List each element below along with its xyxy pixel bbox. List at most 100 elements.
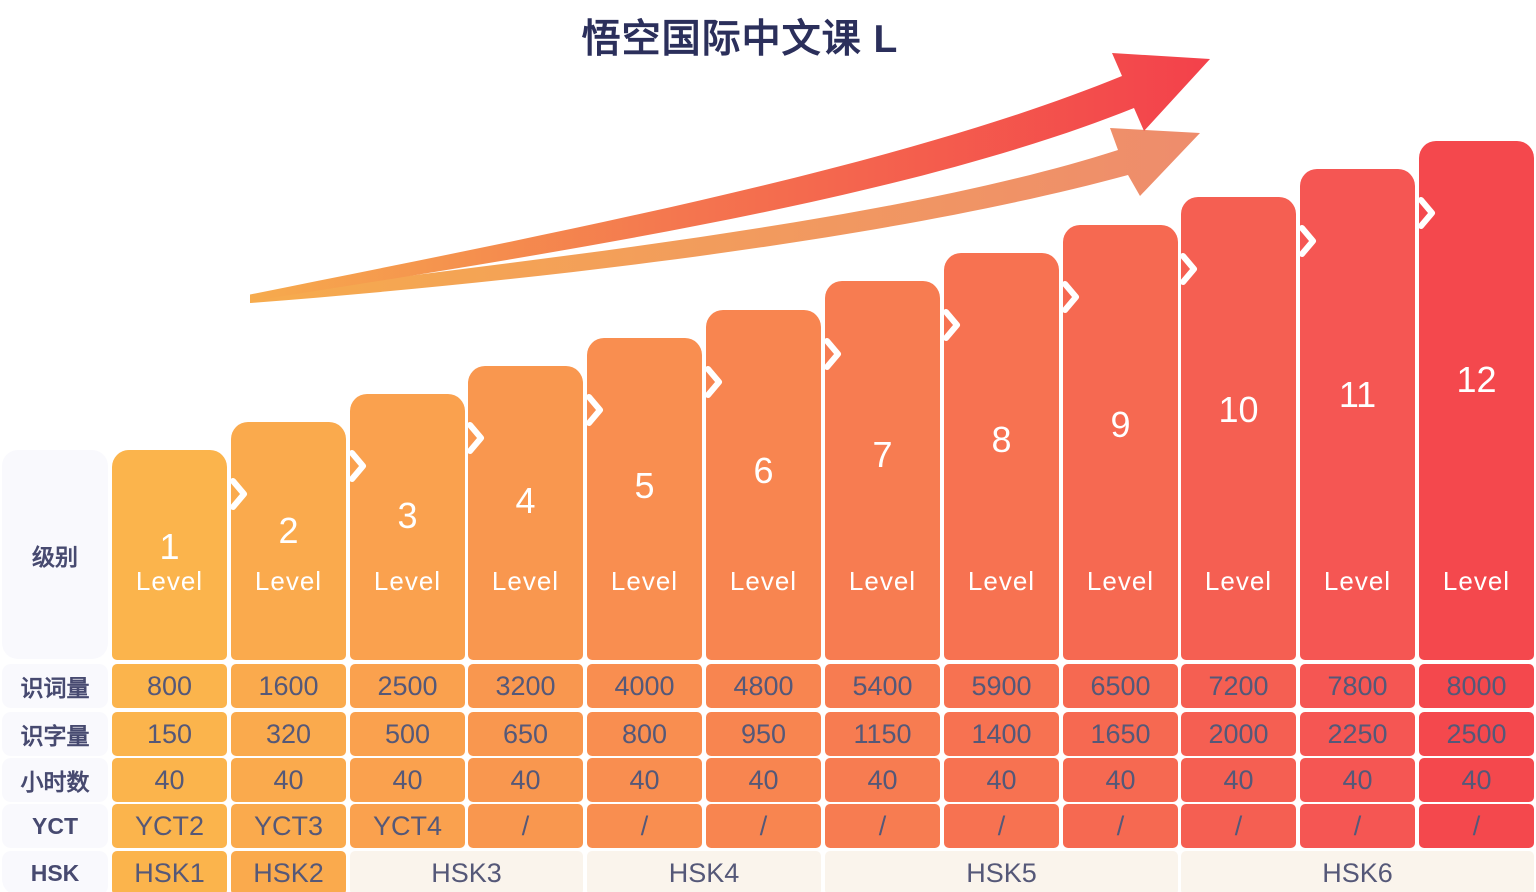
table-cell: 950 <box>706 712 821 756</box>
level-bar: 3 Level <box>350 394 465 660</box>
hsk-span-cell: HSK6 <box>1181 851 1534 892</box>
step-chevron-icon <box>943 309 960 341</box>
table-cell: 1600 <box>231 664 346 708</box>
table-cell: / <box>1063 804 1178 848</box>
hsk-span-cell: HSK3 <box>350 851 583 892</box>
level-number: 7 <box>872 434 893 476</box>
step-chevron-icon <box>230 478 247 510</box>
table-cell: 2000 <box>1181 712 1296 756</box>
table-cell: / <box>587 804 702 848</box>
level-number: 12 <box>1456 358 1497 400</box>
level-label: Level <box>610 566 679 596</box>
page-title: 悟空国际中文课 L <box>581 18 899 61</box>
level-bar: 10 Level <box>1181 197 1296 660</box>
step-chevron-icon <box>1299 225 1316 257</box>
table-cell: 2250 <box>1300 712 1415 756</box>
table-cell: 800 <box>112 664 227 708</box>
level-number: 9 <box>1110 404 1131 446</box>
table-cell: 5400 <box>825 664 940 708</box>
table-cell: 320 <box>231 712 346 756</box>
level-bar: 7 Level <box>825 281 940 660</box>
table-cell: 40 <box>825 758 940 802</box>
table-cell: 2500 <box>350 664 465 708</box>
step-chevron-icon <box>1180 253 1197 285</box>
step-chevron-icon <box>1418 197 1435 229</box>
table-cell: 800 <box>587 712 702 756</box>
step-chevron-icon <box>349 450 366 482</box>
level-number: 1 <box>159 525 180 567</box>
row-header: HSK <box>2 851 108 892</box>
level-number: 6 <box>753 450 774 491</box>
table-cell: 7800 <box>1300 664 1415 708</box>
level-number: 8 <box>991 419 1012 461</box>
level-bar: 1 Level <box>112 450 227 660</box>
table-cell: / <box>944 804 1059 848</box>
step-chevron-icon <box>467 422 484 454</box>
row-header: 小时数 <box>2 758 108 802</box>
table-cell: 1150 <box>825 712 940 756</box>
level-bar: 8 Level <box>944 253 1059 660</box>
table-cell: 40 <box>1181 758 1296 802</box>
level-label: Level <box>729 566 798 596</box>
level-bar: 5 Level <box>587 338 702 660</box>
table-cell: / <box>468 804 583 848</box>
table-cell: 40 <box>944 758 1059 802</box>
table-cell: 150 <box>112 712 227 756</box>
level-bar: 4 Level <box>468 366 583 660</box>
table-cell: 40 <box>468 758 583 802</box>
level-number: 5 <box>634 465 655 507</box>
table-cell: YCT3 <box>231 804 346 848</box>
table-cell: / <box>706 804 821 848</box>
table-cell: 40 <box>1419 758 1534 802</box>
table-cell: 1400 <box>944 712 1059 756</box>
table-cell: / <box>1181 804 1296 848</box>
hsk-span-cell: HSK1 <box>112 851 227 892</box>
hsk-span-cell: HSK4 <box>587 851 821 892</box>
step-chevron-icon <box>705 366 722 398</box>
step-chevron-icon <box>824 338 841 370</box>
level-number: 10 <box>1218 388 1259 430</box>
level-bar: 9 Level <box>1063 225 1178 660</box>
level-bar: 6 Level <box>706 310 821 660</box>
step-chevron-icon <box>586 394 603 426</box>
level-bar: 2 Level <box>231 422 346 660</box>
level-number: 2 <box>278 510 299 552</box>
table-cell: 5900 <box>944 664 1059 708</box>
step-chevron-icon <box>1062 281 1079 313</box>
level-number: 11 <box>1338 373 1377 415</box>
row-header-level: 级别 <box>2 450 108 659</box>
row-header: 识词量 <box>2 664 108 708</box>
level-label: Level <box>967 566 1036 596</box>
row-header: YCT <box>2 804 108 848</box>
level-label: Level <box>1442 566 1511 596</box>
level-label: Level <box>1204 566 1273 596</box>
table-cell: 4800 <box>706 664 821 708</box>
table-cell: 650 <box>468 712 583 756</box>
level-bar: 12 Level <box>1419 141 1534 660</box>
table-cell: 2500 <box>1419 712 1534 756</box>
row-header: 识字量 <box>2 712 108 756</box>
level-label: Level <box>1323 566 1392 596</box>
table-cell: 500 <box>350 712 465 756</box>
table-cell: YCT4 <box>350 804 465 848</box>
table-cell: 8000 <box>1419 664 1534 708</box>
level-label: Level <box>491 566 560 596</box>
table-cell: / <box>825 804 940 848</box>
table-cell: 40 <box>350 758 465 802</box>
hsk-span-cell: HSK5 <box>825 851 1178 892</box>
level-label: Level <box>1086 566 1155 596</box>
level-label: Level <box>135 566 204 596</box>
table-cell: 3200 <box>468 664 583 708</box>
table-cell: 40 <box>1300 758 1415 802</box>
table-cell: YCT2 <box>112 804 227 848</box>
level-number: 3 <box>397 495 418 537</box>
level-label: Level <box>848 566 917 596</box>
table-cell: 1650 <box>1063 712 1178 756</box>
level-label: Level <box>254 566 323 596</box>
table-cell: 40 <box>231 758 346 802</box>
level-label: Level <box>373 566 442 596</box>
table-cell: 40 <box>706 758 821 802</box>
table-cell: 40 <box>1063 758 1178 802</box>
table-cell: 6500 <box>1063 664 1178 708</box>
